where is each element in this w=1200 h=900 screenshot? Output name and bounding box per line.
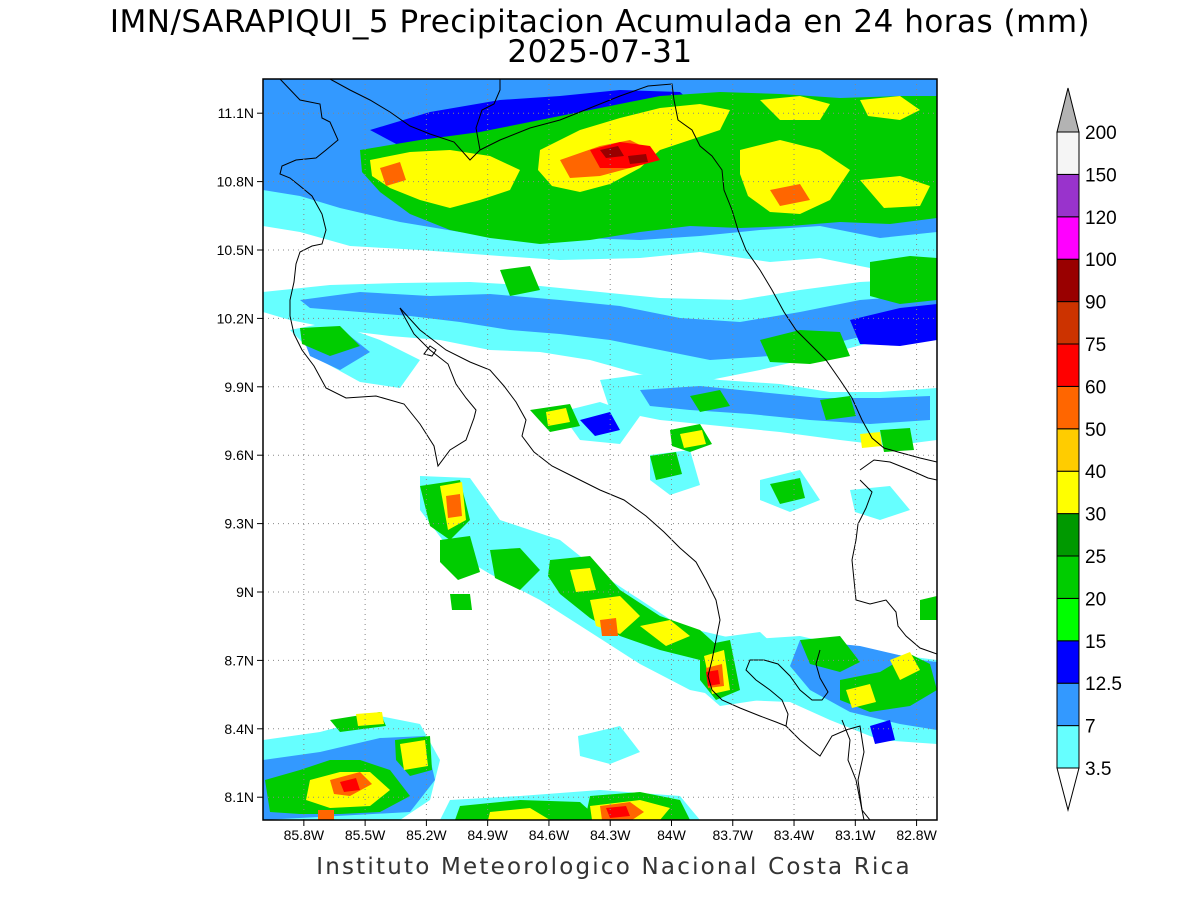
colorbar-label: 150 [1085, 165, 1117, 186]
colorbar-swatch [1056, 513, 1080, 557]
colorbar-legend: 3.5 7 12.5 15 20 25 30 40 50 60 75 90 100 120 150 200 [1056, 87, 1122, 812]
colorbar-swatch [1056, 725, 1080, 769]
colorbar-label: 12.5 [1085, 674, 1122, 695]
lon-tick-label: 84.6W [529, 827, 570, 843]
coastlines-borders [279, 79, 937, 820]
colorbar-swatch [1056, 640, 1080, 684]
colorbar-swatch [1056, 258, 1080, 303]
colorbar-label: 20 [1085, 589, 1106, 610]
lat-tick-label: 8.4N [224, 721, 254, 737]
lon-tick-label: 84.3W [590, 827, 631, 843]
colorbar-swatch [1056, 682, 1080, 727]
colorbar-label: 90 [1085, 293, 1106, 314]
lat-tick-label: 9.6N [224, 447, 254, 463]
lat-tick-label: 10.8N [217, 174, 254, 190]
lon-tick-label: 83.7W [713, 827, 754, 843]
colorbar-label: 75 [1085, 335, 1106, 356]
lat-tick-label: 9.3N [224, 516, 254, 532]
lon-tick-label: 85.5W [345, 827, 386, 843]
colorbar-swatch [1056, 131, 1080, 175]
lon-tick-label: 82.8W [896, 827, 937, 843]
map-frame [262, 78, 938, 821]
lon-tick-label: 85.8W [284, 827, 325, 843]
colorbar-swatch [1056, 385, 1080, 430]
map-gridlines [263, 79, 937, 820]
lon-tick-label: 84.9W [467, 827, 508, 843]
colorbar-swatch [1056, 555, 1080, 599]
colorbar-label: 15 [1085, 632, 1106, 653]
colorbar-label: 100 [1085, 250, 1117, 271]
colorbar-label: 25 [1085, 547, 1106, 568]
axis-ticks: 85.8W 85.5W 85.2W 84.9W 84.6W 84.3W 84W 83.7W 83… [217, 105, 938, 843]
lat-tick-label: 8.1N [224, 789, 254, 805]
lat-tick-label: 9.9N [224, 379, 254, 395]
lon-tick-label: 83.4W [774, 827, 815, 843]
colorbar-label: 60 [1085, 377, 1106, 398]
colorbar-label: 7 [1085, 717, 1096, 738]
colorbar-label: 50 [1085, 420, 1106, 441]
colorbar-underflow-arrow [1056, 767, 1080, 812]
colorbar-label: 30 [1085, 505, 1106, 526]
colorbar-swatch [1056, 343, 1080, 387]
colorbar-overflow-arrow [1056, 87, 1080, 133]
map-date: 2025-07-31 [507, 34, 693, 70]
colorbar-label: 200 [1085, 123, 1117, 144]
lat-tick-label: 8.7N [224, 652, 254, 668]
lat-tick-label: 10.2N [217, 310, 254, 326]
colorbar-swatch [1056, 216, 1080, 260]
colorbar-swatch [1056, 470, 1080, 515]
lon-tick-label: 85.2W [406, 827, 447, 843]
colorbar-swatch [1056, 173, 1080, 218]
colorbar-label: 120 [1085, 208, 1117, 229]
colorbar-label: 40 [1085, 462, 1106, 483]
lon-tick-label: 83.1W [835, 827, 876, 843]
colorbar-swatch [1056, 428, 1080, 472]
lon-tick-label: 84W [657, 827, 687, 843]
map-title: IMN/SARAPIQUI_5 Precipitacion Acumulada … [109, 4, 1091, 40]
colorbar-label: 3.5 [1085, 759, 1111, 780]
precipitation-field [263, 79, 937, 820]
lat-tick-label: 10.5N [217, 242, 254, 258]
lat-tick-label: 9N [236, 584, 254, 600]
colorbar-swatch [1056, 597, 1080, 642]
lat-tick-label: 11.1N [218, 105, 254, 121]
colorbar-swatch [1056, 301, 1080, 345]
map-footer: Instituto Meteorologico Nacional Costa R… [316, 854, 912, 880]
